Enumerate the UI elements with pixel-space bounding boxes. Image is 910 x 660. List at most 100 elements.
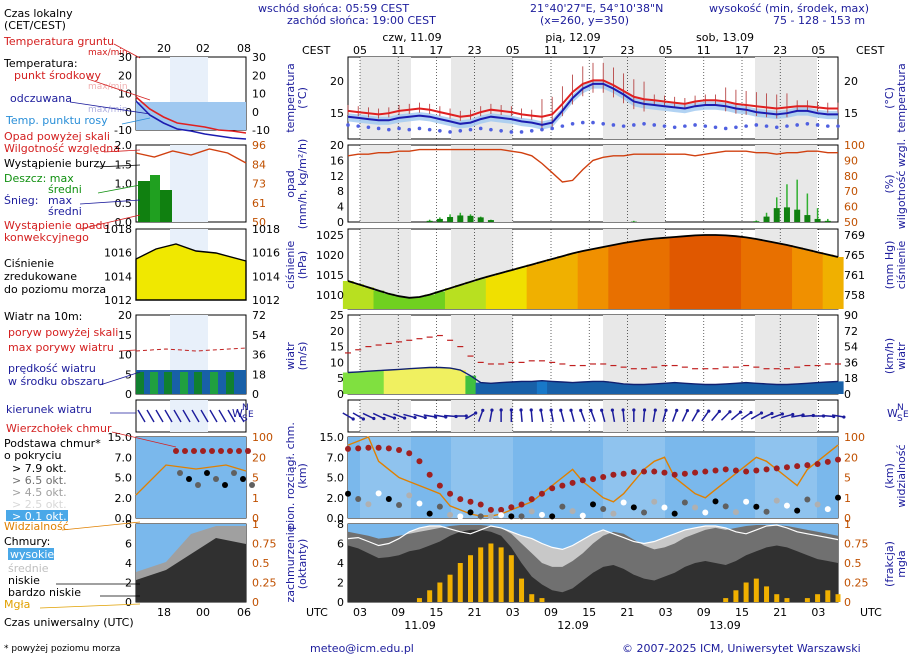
wind-arrow: [342, 412, 354, 420]
wind-speed-bar: [577, 381, 589, 394]
cloud-top-dot: [641, 468, 648, 475]
wind-speed-bar: [730, 383, 742, 394]
pressure-bar: [628, 241, 640, 309]
pressure-bar: [649, 238, 660, 309]
dew-point-dot: [815, 123, 820, 127]
wind-arrow-head: [392, 416, 397, 420]
wind-arrow-head: [351, 417, 355, 421]
left-night-stripe-dir: [170, 400, 208, 432]
legend-precip-above: Opad powyżej skali: [4, 130, 110, 143]
pressure-bar: [587, 249, 599, 309]
legend-pressure2: zredukowane: [4, 270, 77, 283]
left-wind-bar: [210, 372, 218, 394]
fog-tick: 0.5: [844, 557, 862, 570]
cloud-base-dot: [396, 501, 403, 508]
footer-email[interactable]: meteo@icm.edu.pl: [310, 642, 414, 655]
wind-arrow: [464, 412, 477, 420]
utc-tick: 03: [506, 606, 520, 619]
dew-point-dot: [519, 130, 524, 134]
cloud-base-dot: [477, 513, 484, 520]
cloud-base-dot: [538, 511, 545, 518]
legend-connector: [79, 199, 141, 205]
legend-max-min2: max/min: [88, 105, 128, 115]
clouds-tick: 2: [337, 577, 344, 590]
dew-point-dot: [509, 130, 514, 134]
rain-mid-bar: [447, 216, 454, 222]
legend-pressure1: Ciśnienie: [4, 257, 54, 270]
cloud-base-dot: [569, 508, 576, 515]
cloud-top-dot: [549, 485, 556, 492]
wind-arrow-head: [490, 408, 494, 412]
legend-connector: [99, 371, 141, 386]
pressure-bar: [404, 297, 415, 309]
pressure-bar: [373, 290, 385, 309]
legend-felt: odczuwana: [10, 92, 72, 105]
cloud-base-dot: [630, 504, 637, 511]
wind-speed-bar: [567, 382, 579, 394]
wind-arrow: [520, 409, 523, 423]
fog-bar: [815, 594, 821, 602]
left-visibility-tick: 0: [252, 512, 259, 525]
cest-tick: 11: [544, 44, 558, 57]
pressure-tick-right: 769: [844, 229, 865, 242]
wind-arrow-head: [529, 408, 533, 412]
legend-snow: Śnieg:: [4, 194, 38, 207]
cest-tick: 17: [582, 44, 596, 57]
left-wind-bar: [164, 372, 172, 394]
wind-arrow-head: [728, 410, 732, 414]
wind-arrow: [413, 413, 426, 419]
axis-pressure-left-unit: (hPa): [296, 251, 309, 279]
wind-arrow-head: [519, 408, 523, 412]
wind-arrow: [750, 412, 762, 420]
dew-point-dot: [499, 129, 503, 133]
wind-arrow: [382, 413, 395, 419]
precip-tick: 8: [337, 185, 344, 198]
dew-point-dot: [387, 127, 391, 132]
legend-gust-max: max porywy wiatru: [8, 341, 114, 354]
wind-tick: 20: [330, 325, 344, 338]
pressure-bar: [618, 243, 630, 309]
left-temp-line: [135, 96, 247, 134]
compass-n-left: N: [242, 403, 249, 413]
left-clouds-tick: 4: [125, 557, 132, 570]
cloud-base-dot: [794, 507, 801, 514]
dew-point-dot: [407, 127, 412, 132]
left-cloud-base-dot: [186, 476, 192, 482]
left-wind-arrow: [200, 409, 209, 423]
cloud-base-dot: [590, 501, 596, 508]
left-temp-tick-right: -10: [252, 124, 270, 137]
cloud-tick: 2.0: [327, 492, 345, 505]
utc-tick: 09: [697, 606, 711, 619]
left-visibility-tick: 100: [252, 431, 273, 444]
wind-speed-bar: [373, 370, 385, 394]
pressure-bar: [771, 243, 783, 309]
wind-arrow: [770, 413, 783, 419]
legend-connector: [113, 43, 141, 59]
wind-arrow: [423, 414, 436, 418]
wind-arrow: [671, 410, 678, 422]
fog-bar: [753, 578, 759, 602]
fog-bar: [743, 582, 749, 602]
wind-arrow: [580, 410, 586, 422]
utc-tick: 03: [659, 606, 673, 619]
cloud-base-dot: [783, 502, 790, 509]
left-rain-bar: [160, 190, 172, 222]
wind-arrow: [600, 410, 606, 422]
wind-speed-bar: [628, 384, 640, 394]
pressure-bar: [700, 235, 711, 309]
left-temp-tick-right: 20: [252, 69, 266, 82]
legend-precip-occ2: konwekcyjnego: [4, 231, 89, 244]
cloud-top-dot: [794, 463, 801, 470]
dew-point-dot: [397, 126, 401, 131]
left-cloud-base-dot: [231, 470, 237, 476]
cloud-base-dot: [732, 509, 739, 516]
cloud-top-dot: [814, 461, 821, 467]
cloud-top-dot: [436, 482, 443, 489]
pressure-bar: [659, 237, 671, 309]
night-stripe-precip-2: [603, 145, 665, 222]
pressure-bar: [689, 235, 701, 309]
dew-point-dot: [632, 123, 636, 127]
axis-pressure-right: ciśnienie: [895, 241, 908, 290]
wind-arrow-head: [569, 408, 573, 412]
wind-speed-bar: [659, 383, 671, 394]
